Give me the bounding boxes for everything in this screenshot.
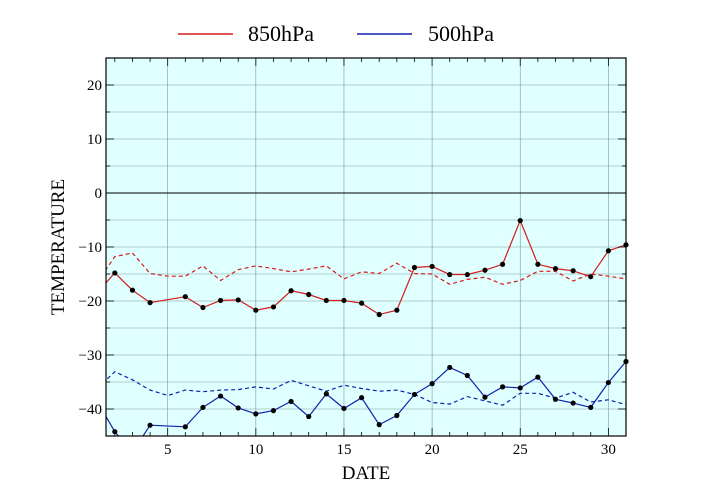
- x-tick-label: 25: [513, 442, 528, 458]
- data-point-850hpa: [394, 307, 400, 313]
- data-point-500hpa: [552, 396, 559, 402]
- data-point-500hpa: [217, 393, 224, 399]
- data-point-500hpa: [570, 400, 576, 406]
- data-point-850hpa: [147, 300, 153, 306]
- data-point-850hpa: [376, 311, 382, 318]
- y-tick-label: 10: [87, 132, 102, 148]
- series-line-850hpa-solid-markers: [106, 218, 626, 316]
- data-point-850hpa: [482, 267, 488, 273]
- data-point-500hpa: [500, 384, 506, 390]
- data-point-500hpa: [464, 372, 470, 379]
- data-point-500hpa: [270, 408, 277, 414]
- data-point-500hpa: [588, 404, 594, 410]
- data-point-500hpa: [323, 391, 329, 397]
- y-tick-label: −10: [79, 240, 102, 256]
- data-point-850hpa: [411, 264, 418, 271]
- data-point-500hpa: [112, 429, 118, 435]
- y-tick-label: −40: [79, 402, 102, 418]
- y-tick-label: −20: [79, 294, 102, 310]
- data-point-850hpa: [112, 270, 118, 276]
- data-point-500hpa: [535, 374, 541, 380]
- x-tick-label: 5: [164, 442, 172, 458]
- legend-label-850hpa: 850hPa: [248, 21, 314, 46]
- data-point-850hpa: [500, 261, 506, 267]
- data-point-500hpa: [605, 379, 611, 386]
- legend-label-500hpa: 500hPa: [428, 21, 494, 46]
- x-tick-label: 20: [425, 442, 440, 458]
- data-point-850hpa: [623, 242, 629, 248]
- data-point-850hpa: [341, 297, 347, 304]
- data-point-850hpa: [447, 271, 453, 278]
- data-point-500hpa: [288, 398, 294, 405]
- data-point-850hpa: [552, 266, 559, 272]
- y-axis-title: TEMPERATURE: [48, 179, 69, 315]
- data-point-500hpa: [376, 422, 382, 428]
- data-point-500hpa: [411, 391, 418, 398]
- data-point-500hpa: [253, 411, 259, 417]
- data-point-850hpa: [270, 304, 277, 310]
- legend: 850hPa 500hPa: [178, 21, 494, 46]
- x-tick-label: 30: [601, 442, 616, 458]
- data-point-500hpa: [517, 385, 523, 391]
- grid: [106, 58, 626, 436]
- data-point-850hpa: [429, 263, 435, 270]
- data-point-850hpa: [253, 307, 259, 313]
- data-point-500hpa: [200, 404, 206, 410]
- data-point-500hpa: [482, 394, 488, 400]
- data-point-850hpa: [358, 300, 365, 306]
- data-point-850hpa: [306, 291, 312, 298]
- data-point-500hpa: [306, 413, 312, 420]
- x-axis-title: DATE: [342, 463, 391, 484]
- data-point-850hpa: [323, 297, 329, 304]
- data-point-850hpa: [182, 294, 188, 300]
- y-tick-label: 0: [95, 186, 103, 202]
- data-point-500hpa: [429, 381, 435, 387]
- series-layer: [106, 218, 626, 436]
- data-point-850hpa: [605, 248, 611, 254]
- data-point-850hpa: [129, 287, 136, 293]
- data-point-500hpa: [235, 405, 241, 411]
- data-point-850hpa: [288, 288, 294, 294]
- series-line-500hpa-solid-markers: [106, 361, 626, 436]
- data-point-500hpa: [447, 364, 453, 371]
- x-tick-label: 15: [336, 442, 351, 458]
- data-point-850hpa: [570, 268, 576, 274]
- x-tick-label: 10: [248, 442, 263, 458]
- y-tick-label: 20: [87, 78, 102, 94]
- data-point-850hpa: [217, 297, 224, 304]
- data-point-500hpa: [182, 424, 188, 430]
- tick-labels: 5 10 15 20 25 30 20 10 0 −10 −20 −30 −40: [79, 78, 616, 458]
- data-point-850hpa: [464, 271, 470, 278]
- data-point-500hpa: [358, 395, 365, 401]
- data-point-850hpa: [535, 261, 541, 267]
- data-point-500hpa: [341, 405, 347, 412]
- series-line-500hpa-dashed: [106, 370, 626, 406]
- data-point-500hpa: [394, 412, 400, 419]
- tick-marks: [106, 58, 627, 436]
- data-point-850hpa: [517, 217, 523, 224]
- data-point-850hpa: [588, 274, 594, 280]
- data-point-500hpa: [623, 358, 629, 365]
- data-point-500hpa: [147, 422, 153, 428]
- markers: [112, 217, 629, 435]
- data-point-850hpa: [235, 297, 241, 303]
- y-tick-label: −30: [79, 348, 102, 364]
- data-point-850hpa: [200, 304, 206, 311]
